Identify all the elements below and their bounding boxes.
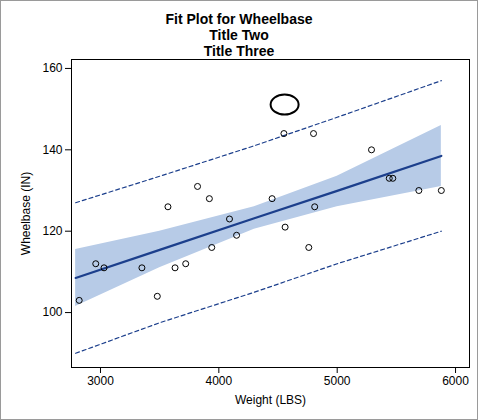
svg-text:160: 160 xyxy=(42,61,62,75)
svg-text:3000: 3000 xyxy=(87,374,114,388)
svg-text:100: 100 xyxy=(42,305,62,319)
svg-text:Weight (LBS): Weight (LBS) xyxy=(235,393,306,407)
svg-text:120: 120 xyxy=(42,224,62,238)
html-text:Title Two: Title Two xyxy=(209,27,269,43)
svg-text:6000: 6000 xyxy=(442,374,469,388)
svg-text:5000: 5000 xyxy=(324,374,351,388)
html-text:Fit Plot for Wheelbase: Fit Plot for Wheelbase xyxy=(165,11,313,27)
svg-text:4000: 4000 xyxy=(205,374,232,388)
html-text:Title Three: Title Three xyxy=(203,43,275,59)
svg-text:Wheelbase (IN): Wheelbase (IN) xyxy=(19,172,33,255)
svg-text:140: 140 xyxy=(42,143,62,157)
